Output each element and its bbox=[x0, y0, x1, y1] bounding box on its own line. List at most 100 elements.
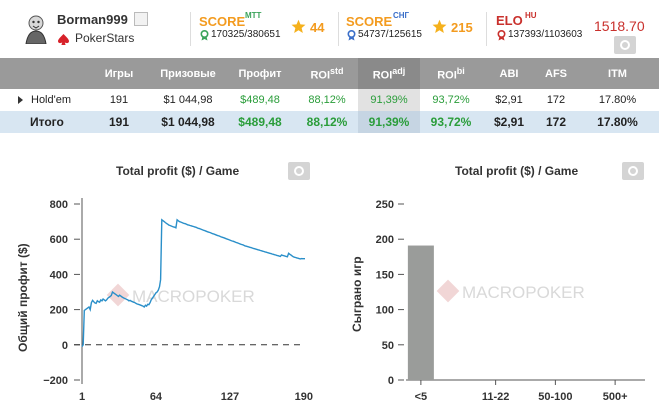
col-header-itm[interactable]: ITM bbox=[576, 58, 659, 89]
elo-title[interactable]: ELO bbox=[496, 13, 523, 28]
y-axis-label: Общий профит ($) bbox=[16, 243, 30, 352]
username[interactable]: Borman999 bbox=[57, 12, 128, 27]
cell-itm: 17.80% bbox=[576, 111, 659, 133]
cell-prize: $1 044,98 bbox=[163, 94, 213, 106]
cell-games: 191 bbox=[86, 111, 152, 133]
y-tick-label: 400 bbox=[50, 269, 68, 281]
cell-roi-adj: 91,39% bbox=[358, 111, 420, 133]
col-header-games[interactable]: Игры bbox=[86, 58, 152, 89]
x-tick-label: 500+ bbox=[603, 391, 628, 403]
divider bbox=[486, 12, 487, 46]
score-sng-sup: СНГ bbox=[393, 11, 410, 20]
games-bar-chart: 250 200 150 100 50 0 Сыграно игр MACROPOKER <5 11… bbox=[350, 199, 645, 403]
y-axis-label: Сыграно игр bbox=[350, 256, 364, 332]
flag-icon bbox=[134, 12, 148, 26]
table-header-row: Игры Призовые Профит ROIstd ROIadj ROIbi… bbox=[0, 58, 659, 89]
elo-rank: 137393/1103603 bbox=[508, 29, 583, 40]
row-name-cell[interactable]: Hold'em bbox=[0, 89, 86, 111]
col-header-roi-std[interactable]: ROIstd bbox=[296, 58, 358, 89]
score-sng-stars: 215 bbox=[451, 20, 473, 35]
profit-series-line bbox=[81, 218, 305, 347]
cell-abi: $2,91 bbox=[495, 94, 523, 106]
cell-roi-bi: 93,72% bbox=[420, 111, 482, 133]
cell-itm: 17.80% bbox=[598, 94, 637, 106]
watermark-diamond bbox=[436, 279, 460, 303]
y-tick-label: 800 bbox=[50, 199, 68, 211]
cell-abi: $2,91 bbox=[482, 111, 536, 133]
pokerstars-spade-icon bbox=[58, 34, 69, 45]
score-mtt-rank: 170325/380651 bbox=[211, 29, 281, 40]
col-header-abi[interactable]: ABI bbox=[482, 58, 536, 89]
chart-title: Total profit ($) / Game bbox=[455, 164, 579, 178]
cell-profit: $489,48 bbox=[240, 94, 280, 106]
camera-icon[interactable] bbox=[614, 36, 636, 54]
cell-roi-std: 88,12% bbox=[308, 94, 346, 106]
camera-icon[interactable] bbox=[622, 162, 644, 180]
y-tick-label: 0 bbox=[62, 340, 68, 352]
score-mtt-sup: MTT bbox=[245, 11, 262, 20]
score-sng-title[interactable]: SCORE bbox=[346, 14, 393, 29]
bar bbox=[407, 245, 434, 380]
y-tick-label: 250 bbox=[376, 199, 394, 211]
col-header bbox=[0, 58, 86, 89]
row-name: Hold'em bbox=[31, 94, 72, 106]
cell-prize: $1 044,98 bbox=[152, 111, 224, 133]
chart-title: Total profit ($) / Game bbox=[116, 164, 240, 178]
x-tick-label: <5 bbox=[415, 391, 428, 403]
roi-label: ROI bbox=[310, 69, 331, 82]
col-header-profit[interactable]: Профит bbox=[224, 58, 296, 89]
col-header-roi-adj[interactable]: ROIadj bbox=[358, 58, 420, 89]
cell-afs: 172 bbox=[536, 111, 576, 133]
col-header-prize[interactable]: Призовые bbox=[152, 58, 224, 89]
x-tick-label: 127 bbox=[221, 391, 239, 403]
star-icon bbox=[432, 19, 447, 33]
watermark-diamond bbox=[106, 283, 130, 307]
divider bbox=[190, 12, 191, 46]
row-name: Итого bbox=[0, 111, 86, 133]
watermark-text: MACROPOKER bbox=[462, 283, 585, 302]
table-total-row: Итого 191 $1 044,98 $489,48 88,12% 91,39… bbox=[0, 111, 659, 133]
star-icon bbox=[291, 19, 306, 33]
cell-roi-std: 88,12% bbox=[296, 111, 358, 133]
x-tick-label: 50-100 bbox=[538, 391, 572, 403]
y-tick-label: 0 bbox=[388, 375, 394, 387]
table-row[interactable]: Hold'em 191 $1 044,98 $489,48 88,12% 91,… bbox=[0, 89, 659, 111]
avatar[interactable] bbox=[22, 14, 50, 44]
roi-sup: std bbox=[330, 65, 344, 76]
cell-afs: 172 bbox=[546, 94, 566, 106]
x-tick-label: 190 bbox=[295, 391, 313, 403]
score-mtt-stars: 44 bbox=[310, 20, 325, 35]
cell-profit: $489,48 bbox=[224, 111, 296, 133]
divider bbox=[338, 12, 339, 46]
roi-sup: adj bbox=[392, 65, 406, 76]
y-tick-label: 600 bbox=[50, 234, 68, 246]
medal-blue-icon bbox=[347, 30, 356, 41]
expand-arrow-icon[interactable] bbox=[18, 96, 23, 105]
score-mtt-title[interactable]: SCORE bbox=[199, 14, 246, 29]
y-tick-label: 100 bbox=[376, 305, 394, 317]
watermark-logo: MACROPOKER bbox=[106, 283, 255, 307]
col-header-roi-bi[interactable]: ROIbi bbox=[420, 58, 482, 89]
x-tick-label: 64 bbox=[150, 391, 163, 403]
watermark-text: MACROPOKER bbox=[132, 287, 255, 306]
y-tick-label: 200 bbox=[376, 234, 394, 246]
roi-label: ROI bbox=[437, 69, 457, 82]
stats-table: Игры Призовые Профит ROIstd ROIadj ROIbi… bbox=[0, 58, 659, 133]
y-tick-label: 200 bbox=[50, 305, 68, 317]
room-name[interactable]: PokerStars bbox=[75, 31, 135, 45]
elo-value: 1518.70 bbox=[594, 18, 645, 34]
x-tick-label: 1 bbox=[79, 391, 85, 403]
col-header-afs[interactable]: AFS bbox=[536, 58, 576, 89]
y-tick-label: 50 bbox=[382, 340, 394, 352]
elo-sup: HU bbox=[525, 11, 537, 20]
score-sng-rank: 54737/125615 bbox=[358, 29, 422, 40]
cell-games: 191 bbox=[109, 94, 129, 106]
y-tick-label: −200 bbox=[43, 375, 68, 387]
roi-sup: bi bbox=[456, 65, 465, 76]
profit-line-chart: 800 600 400 200 0 −200 1 64 127 190 Общий профит (… bbox=[16, 198, 313, 403]
x-tick-label: 11-22 bbox=[482, 391, 510, 403]
cell-roi-adj: 91,39% bbox=[358, 89, 420, 111]
camera-icon[interactable] bbox=[288, 162, 310, 180]
medal-red-icon bbox=[497, 30, 506, 41]
y-tick-label: 150 bbox=[376, 269, 394, 281]
